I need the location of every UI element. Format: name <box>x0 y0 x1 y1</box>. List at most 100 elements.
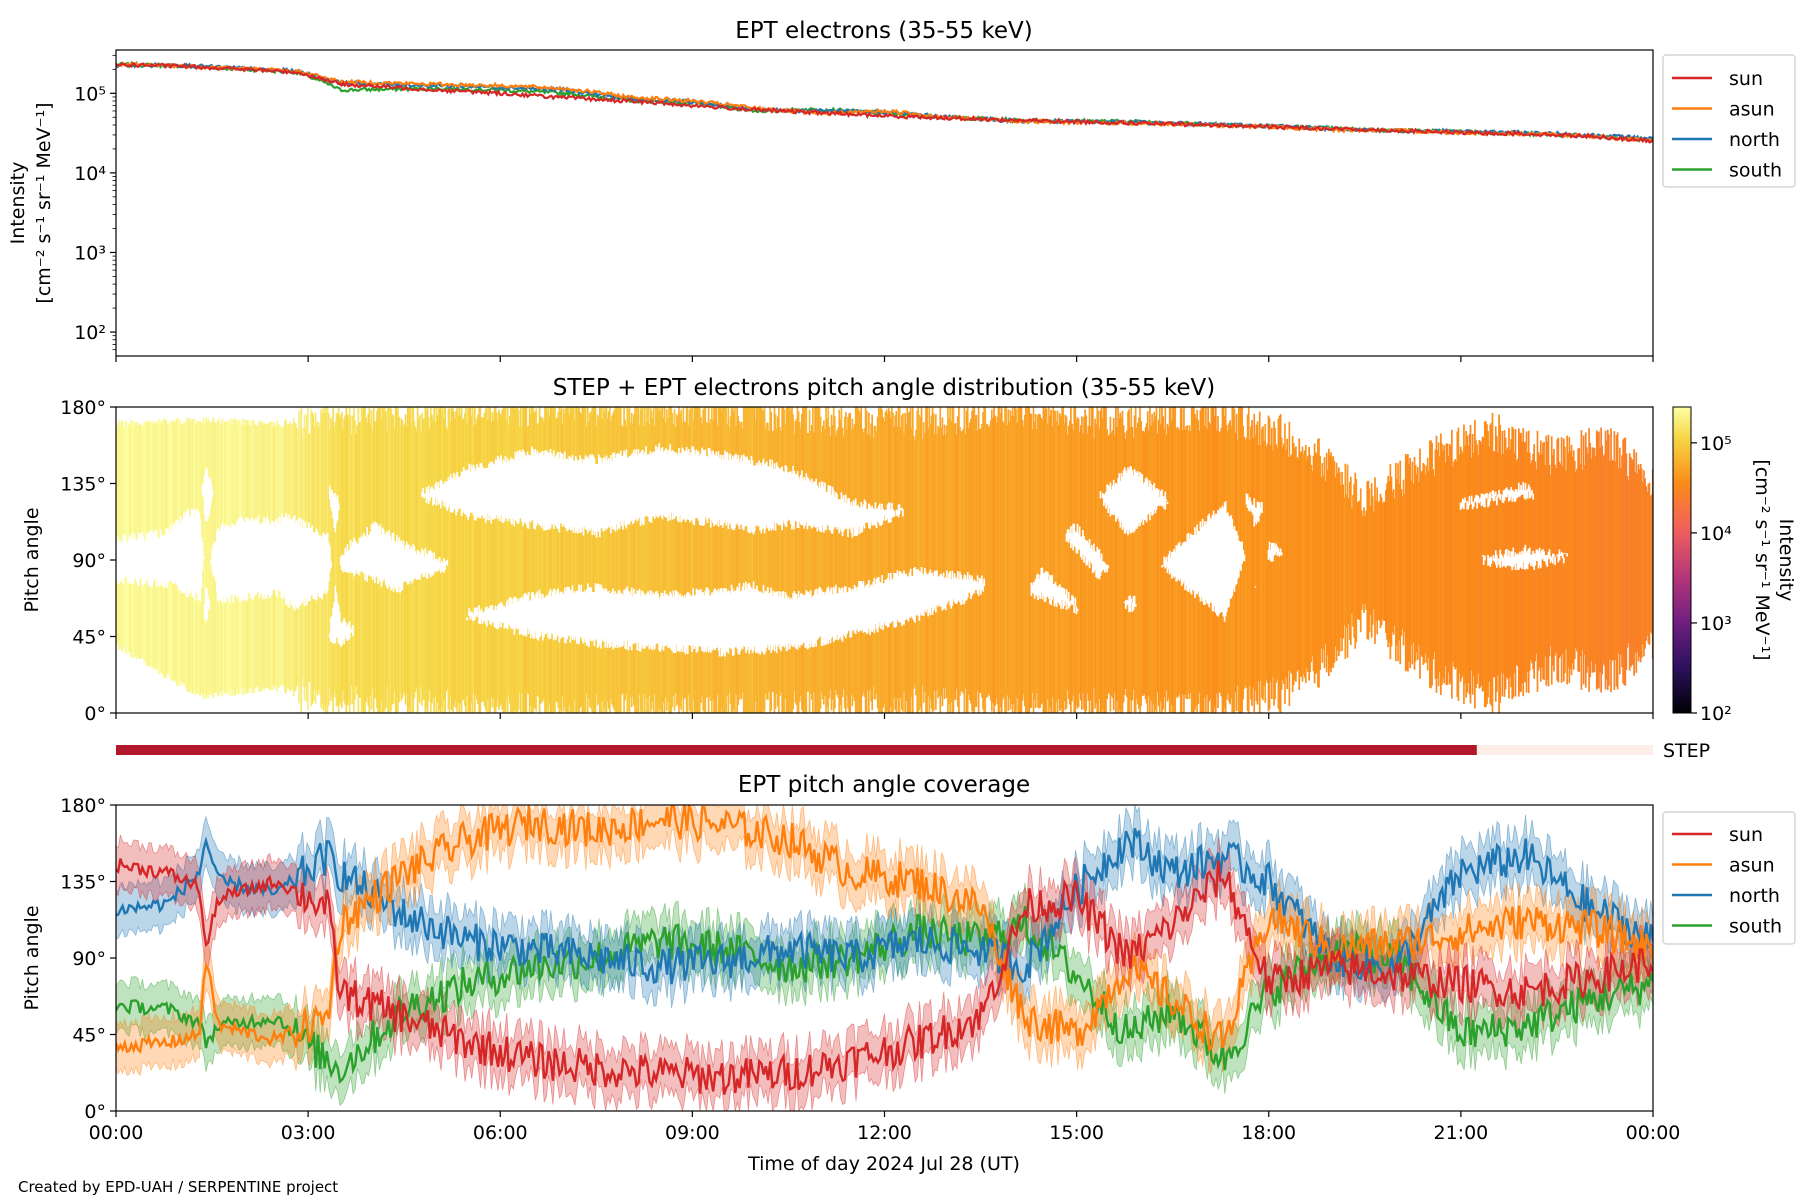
heatmap-gap <box>1553 554 1555 557</box>
panel-pitch-angle-distribution: STEP + EPT electrons pitch angle distrib… <box>21 375 1797 725</box>
panel2-ytick-label: 90° <box>72 550 106 572</box>
step-bar-segments <box>116 745 1653 755</box>
panel2-ytick-label: 45° <box>72 627 106 649</box>
step-bar-available <box>116 745 1477 755</box>
panel3-series-group <box>116 805 1653 1111</box>
heatmap-gap <box>1464 498 1466 503</box>
heatmap-gap <box>466 618 468 621</box>
panel3-legend-label-south: south <box>1729 916 1782 938</box>
heatmap-gap <box>1100 491 1102 498</box>
heatmap-gap <box>1167 502 1169 504</box>
panel1-yticks: 10² 10³ 10⁴ 10⁵ <box>74 55 116 349</box>
colorbar-tick-label: 10³ <box>1700 613 1732 635</box>
heatmap-gap <box>1484 556 1486 561</box>
heatmap-gap <box>1500 495 1502 496</box>
panel3-yticks: 0°45°90°135°180° <box>60 795 116 1123</box>
step-label: STEP <box>1663 740 1710 762</box>
panel2-ytick-label: 135° <box>60 474 106 496</box>
panel1-title: EPT electrons (35-55 keV) <box>735 18 1032 44</box>
heatmap-gap <box>1077 609 1079 612</box>
colorbar-gradient <box>1673 407 1691 713</box>
heatmap-gap <box>208 600 210 609</box>
panel3-xtick-label: 12:00 <box>857 1122 912 1144</box>
panel3-ytick-label: 45° <box>72 1025 106 1047</box>
panel3-xtick-label: 09:00 <box>665 1122 720 1144</box>
panel1-ytick-label: 10⁴ <box>74 163 106 185</box>
footer-credit: Created by EPD-UAH / SERPENTINE project <box>18 1178 338 1196</box>
heatmap-gap <box>1473 502 1475 507</box>
panel1-ytick-label: 10³ <box>74 242 106 264</box>
heatmap-gap <box>1562 553 1564 559</box>
heatmap-gap <box>1072 596 1074 605</box>
panel1-xticks <box>116 356 1653 362</box>
panel3-legend-label-asun: asun <box>1729 855 1775 877</box>
colorbar-tick-label: 10⁴ <box>1700 523 1732 545</box>
heatmap-gap <box>350 628 352 634</box>
panel1-series-south <box>116 63 1653 141</box>
step-bar-unavailable <box>1477 745 1653 755</box>
panel1-frame <box>116 50 1653 356</box>
panel1-legend-label-asun: asun <box>1729 99 1775 121</box>
heatmap-gap <box>1486 493 1488 499</box>
heatmap-gap <box>203 556 205 559</box>
heatmap-gap <box>1566 553 1568 556</box>
panel3-ylabel: Pitch angle <box>21 905 43 1010</box>
panel3-xtick-label: 00:00 <box>89 1122 144 1144</box>
heatmap-gap <box>1554 557 1556 566</box>
panel2-title: STEP + EPT electrons pitch angle distrib… <box>553 375 1215 401</box>
colorbar-tick-label: 10⁵ <box>1700 433 1732 455</box>
panel3-legend-label-north: north <box>1729 885 1780 907</box>
step-availability: STEP <box>116 740 1710 762</box>
heatmap-gap <box>1496 555 1498 568</box>
panel1-legend-label-sun: sun <box>1729 68 1763 90</box>
heatmap-gap <box>1261 502 1263 513</box>
panel-pitch-angle-coverage: EPT pitch angle coverage 0°45°90°135°180… <box>21 772 1795 1175</box>
panel1-ylabel-line1: Intensity <box>7 162 29 245</box>
panel1-ylabel-line2: [cm⁻² s⁻¹ sr⁻¹ MeV⁻¹] <box>33 102 55 303</box>
panel1-legend-label-north: north <box>1729 129 1780 151</box>
colorbar-ticks: 10² 10³ 10⁴ 10⁵ <box>1691 433 1732 725</box>
heatmap-gap <box>446 560 448 566</box>
panel3-xtick-label: 03:00 <box>281 1122 336 1144</box>
heatmap-gap <box>1469 496 1471 505</box>
panel3-ytick-label: 135° <box>60 872 106 894</box>
panel2-ytick-label: 0° <box>84 703 106 725</box>
panel2-ylabel: Pitch angle <box>21 507 43 612</box>
colorbar-label-line2: [cm⁻² s⁻¹ sr⁻¹ MeV⁻¹] <box>1751 459 1773 660</box>
panel2-xticks <box>116 713 1653 719</box>
heatmap-gap <box>1135 604 1137 607</box>
panel1-ytick-label: 10² <box>74 322 106 344</box>
heatmap-gap <box>352 625 354 636</box>
panel1-series-north <box>116 64 1653 139</box>
heatmap-gap <box>902 509 904 517</box>
colorbar-tick-label: 10² <box>1700 703 1732 725</box>
panel-intensity: EPT electrons (35-55 keV) 10² 10³ 10⁴ 10⁵ I… <box>7 18 1795 362</box>
heatmap-gap <box>983 579 985 587</box>
heatmap-gap <box>1129 596 1131 613</box>
panel2-heatmap-group <box>116 407 1654 713</box>
panel3-ytick-label: 0° <box>84 1101 106 1123</box>
panel2-ytick-label: 180° <box>60 397 106 419</box>
heatmap-gap <box>1495 492 1497 496</box>
panel1-ytick-label: 10⁵ <box>74 83 106 105</box>
panel1-series-sun <box>116 63 1653 142</box>
panel3-ytick-label: 180° <box>60 795 106 817</box>
heatmap-gap <box>212 490 214 496</box>
heatmap-gap <box>1532 494 1534 500</box>
heatmap-gap <box>1281 553 1283 556</box>
heatmap-gap <box>1244 555 1246 562</box>
heatmap-gap <box>1496 497 1498 506</box>
panel1-legend-label-south: south <box>1729 160 1782 182</box>
heatmap-gap <box>1166 500 1168 502</box>
heatmap-gap <box>893 511 895 517</box>
panel1-series-group <box>116 63 1653 142</box>
panel3-xlabel: Time of day 2024 Jul 28 (UT) <box>747 1153 1020 1175</box>
panel2-yticks: 0° 45° 90° 135° 180° <box>60 397 116 725</box>
panel3-xtick-label: 18:00 <box>1241 1122 1296 1144</box>
panel3-xtick-label: 21:00 <box>1433 1122 1488 1144</box>
